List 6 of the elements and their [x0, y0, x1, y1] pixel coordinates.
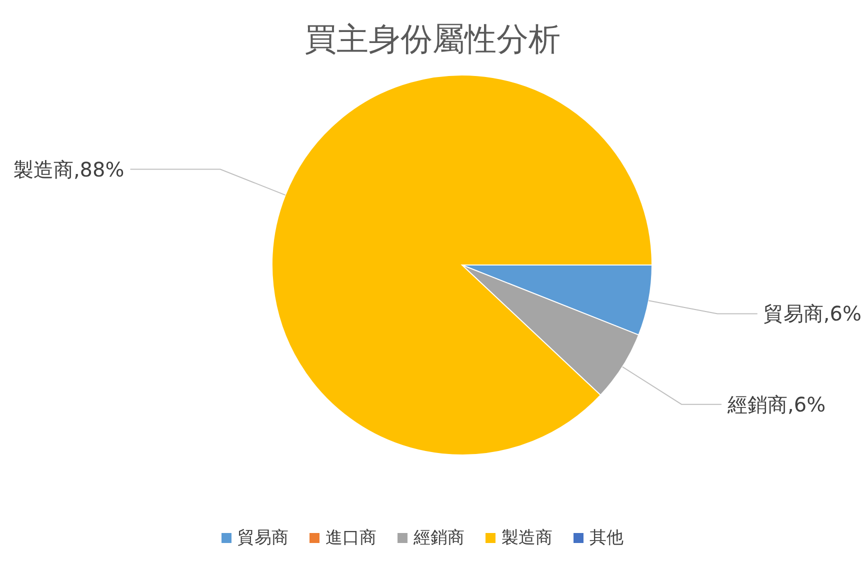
legend-label: 進口商	[326, 528, 376, 548]
title: 買主身份屬性分析	[304, 20, 560, 58]
legend-label: 其他	[590, 528, 624, 548]
legend-label: 製造商	[502, 528, 552, 548]
legend-label: 貿易商	[238, 528, 288, 548]
legend-label: 經銷商	[412, 528, 464, 548]
